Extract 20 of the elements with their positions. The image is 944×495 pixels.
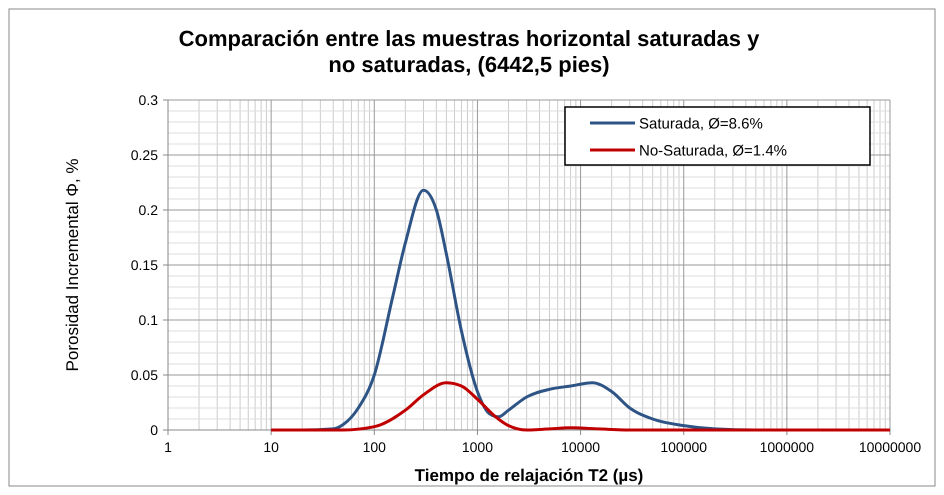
- y-tick-label: 0.1: [138, 312, 158, 328]
- x-tick-label: 1: [164, 439, 172, 455]
- legend-label: Saturada, Ø=8.6%: [639, 115, 763, 132]
- x-axis-title: Tiempo de relajación T2 (µs): [414, 466, 644, 485]
- y-tick-label: 0.3: [138, 92, 158, 108]
- y-tick-label: 0.05: [130, 366, 158, 383]
- chart-title: Comparación entre las muestras horizontal saturadas y no saturadas, (6442,5 pies): [178, 26, 760, 77]
- x-tick-label: 10000: [561, 439, 600, 455]
- x-tick-label: 100: [362, 439, 386, 455]
- y-axis-title: Porosidad Incremental Φ, %: [63, 158, 82, 372]
- x-tick-label: 1000000: [760, 439, 814, 455]
- x-tick-label: 10: [263, 439, 280, 455]
- y-tick-label: 0.15: [130, 256, 158, 273]
- x-tick-label: 1000: [462, 439, 494, 455]
- x-tick-label: 10000000: [858, 439, 922, 455]
- y-tick-label: 0.2: [138, 202, 158, 218]
- legend-label: No-Saturada, Ø=1.4%: [639, 142, 788, 160]
- y-tick-label: 0.25: [130, 146, 158, 163]
- x-tick-label: 100000: [660, 439, 708, 455]
- y-tick-label: 0: [150, 422, 158, 438]
